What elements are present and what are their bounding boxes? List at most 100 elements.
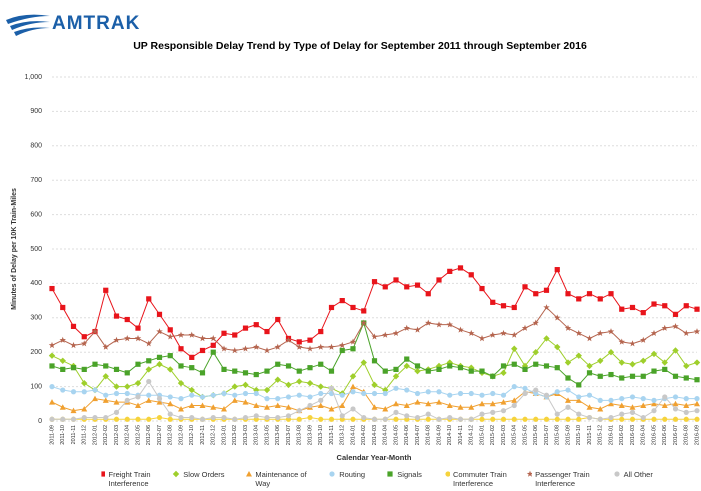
marker bbox=[167, 400, 174, 407]
marker bbox=[543, 287, 550, 293]
y-axis-label: Minutes of Delay per 10K Train-Miles bbox=[11, 188, 18, 310]
marker bbox=[134, 379, 142, 387]
marker bbox=[414, 282, 421, 288]
marker bbox=[662, 394, 668, 400]
legend-label: Commuter Train Interference bbox=[452, 470, 507, 488]
x-tick-label: 2013-02 bbox=[232, 425, 238, 445]
marker bbox=[102, 343, 109, 350]
marker bbox=[629, 340, 636, 347]
marker bbox=[393, 366, 399, 372]
marker bbox=[339, 341, 346, 349]
marker bbox=[693, 328, 701, 335]
marker bbox=[360, 319, 367, 326]
x-tick-label: 2012-10 bbox=[189, 425, 195, 445]
marker bbox=[672, 394, 679, 400]
marker bbox=[565, 416, 571, 422]
x-tick-label: 2014-10 bbox=[447, 425, 453, 445]
marker bbox=[425, 389, 431, 395]
marker bbox=[253, 390, 259, 397]
legend-swatch bbox=[614, 471, 620, 477]
marker bbox=[436, 416, 442, 422]
marker bbox=[404, 387, 410, 393]
x-tick-label: 2013-07 bbox=[286, 425, 292, 445]
marker bbox=[694, 377, 700, 383]
legend-label: Maintenance of Way bbox=[255, 470, 307, 488]
marker bbox=[618, 402, 625, 409]
marker bbox=[167, 416, 173, 422]
marker bbox=[393, 277, 399, 283]
x-tick-label: 2014-05 bbox=[393, 425, 399, 445]
marker bbox=[81, 334, 87, 340]
marker bbox=[124, 383, 131, 390]
marker bbox=[457, 390, 464, 397]
marker bbox=[554, 267, 560, 273]
x-tick-label: 2015-07 bbox=[544, 425, 550, 445]
marker bbox=[48, 341, 56, 349]
legend-label: Signals bbox=[397, 470, 422, 479]
marker bbox=[199, 402, 206, 409]
legend-item: Freight Train Interference bbox=[100, 470, 166, 488]
marker bbox=[156, 328, 163, 335]
marker bbox=[468, 404, 475, 410]
marker bbox=[146, 416, 152, 422]
marker bbox=[328, 368, 335, 374]
x-tick-label: 2016-02 bbox=[619, 425, 625, 445]
legend-label: Freight Train Interference bbox=[108, 470, 151, 488]
marker bbox=[318, 328, 324, 335]
y-tick-label: 300 bbox=[30, 315, 42, 322]
marker bbox=[500, 399, 507, 405]
marker bbox=[232, 416, 238, 422]
marker bbox=[629, 304, 636, 311]
marker bbox=[113, 366, 120, 372]
marker bbox=[91, 328, 99, 335]
y-tick-label: 500 bbox=[30, 246, 42, 253]
marker bbox=[586, 362, 593, 370]
x-tick-label: 2013-08 bbox=[297, 425, 303, 445]
marker bbox=[59, 357, 66, 364]
marker bbox=[231, 347, 238, 354]
marker bbox=[640, 336, 647, 343]
marker bbox=[146, 392, 152, 398]
y-tick-label: 400 bbox=[30, 280, 42, 287]
marker bbox=[103, 414, 109, 421]
marker bbox=[457, 265, 464, 271]
marker bbox=[221, 405, 227, 412]
chart-title: UP Responsible Delay Trend by Type of De… bbox=[133, 40, 587, 52]
marker bbox=[349, 338, 357, 345]
marker bbox=[393, 409, 399, 415]
marker bbox=[60, 387, 66, 393]
marker bbox=[436, 399, 442, 405]
marker bbox=[554, 416, 560, 422]
x-tick-label: 2013-09 bbox=[307, 425, 313, 445]
marker bbox=[124, 335, 131, 342]
marker bbox=[264, 328, 270, 335]
marker bbox=[242, 370, 249, 376]
marker bbox=[275, 316, 281, 323]
marker bbox=[339, 347, 345, 354]
marker bbox=[522, 366, 528, 372]
marker bbox=[640, 310, 646, 316]
marker bbox=[511, 416, 517, 422]
marker bbox=[543, 335, 550, 342]
marker bbox=[253, 322, 259, 328]
marker bbox=[382, 284, 388, 290]
marker bbox=[468, 368, 474, 374]
marker bbox=[672, 311, 679, 317]
legend-marker bbox=[329, 471, 335, 477]
marker bbox=[489, 400, 496, 407]
marker bbox=[178, 405, 184, 412]
x-tick-label: 2014-06 bbox=[404, 425, 410, 445]
legend-swatch bbox=[329, 471, 335, 477]
marker bbox=[640, 373, 646, 379]
marker bbox=[662, 416, 668, 422]
marker bbox=[178, 414, 184, 421]
x-tick-label: 2012-01 bbox=[92, 425, 98, 445]
marker bbox=[543, 392, 550, 398]
marker bbox=[479, 368, 485, 374]
marker bbox=[113, 409, 120, 415]
marker bbox=[113, 336, 120, 343]
marker bbox=[318, 390, 324, 397]
x-tick-label: 2012-02 bbox=[103, 425, 109, 445]
legend: Freight Train Interference Slow Orders Mai… bbox=[100, 470, 660, 488]
marker bbox=[296, 368, 302, 374]
